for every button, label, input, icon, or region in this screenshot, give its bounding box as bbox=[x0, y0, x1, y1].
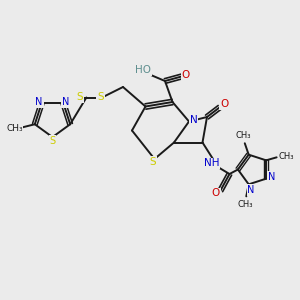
Text: O: O bbox=[212, 188, 220, 199]
Text: CH₃: CH₃ bbox=[278, 152, 294, 161]
Text: S: S bbox=[76, 92, 83, 103]
Text: S: S bbox=[150, 157, 156, 167]
Text: O: O bbox=[220, 99, 228, 109]
Text: N: N bbox=[190, 115, 197, 125]
Text: NH: NH bbox=[204, 158, 219, 169]
Text: HO: HO bbox=[135, 65, 151, 75]
Text: N: N bbox=[268, 172, 275, 182]
Text: CH₃: CH₃ bbox=[6, 124, 23, 133]
Text: CH₃: CH₃ bbox=[237, 200, 253, 209]
Text: S: S bbox=[50, 136, 56, 146]
Text: N: N bbox=[62, 97, 70, 107]
Text: O: O bbox=[182, 70, 190, 80]
Text: S: S bbox=[97, 92, 104, 103]
Text: CH₃: CH₃ bbox=[236, 131, 251, 140]
Text: N: N bbox=[248, 185, 255, 195]
Text: N: N bbox=[35, 97, 43, 107]
